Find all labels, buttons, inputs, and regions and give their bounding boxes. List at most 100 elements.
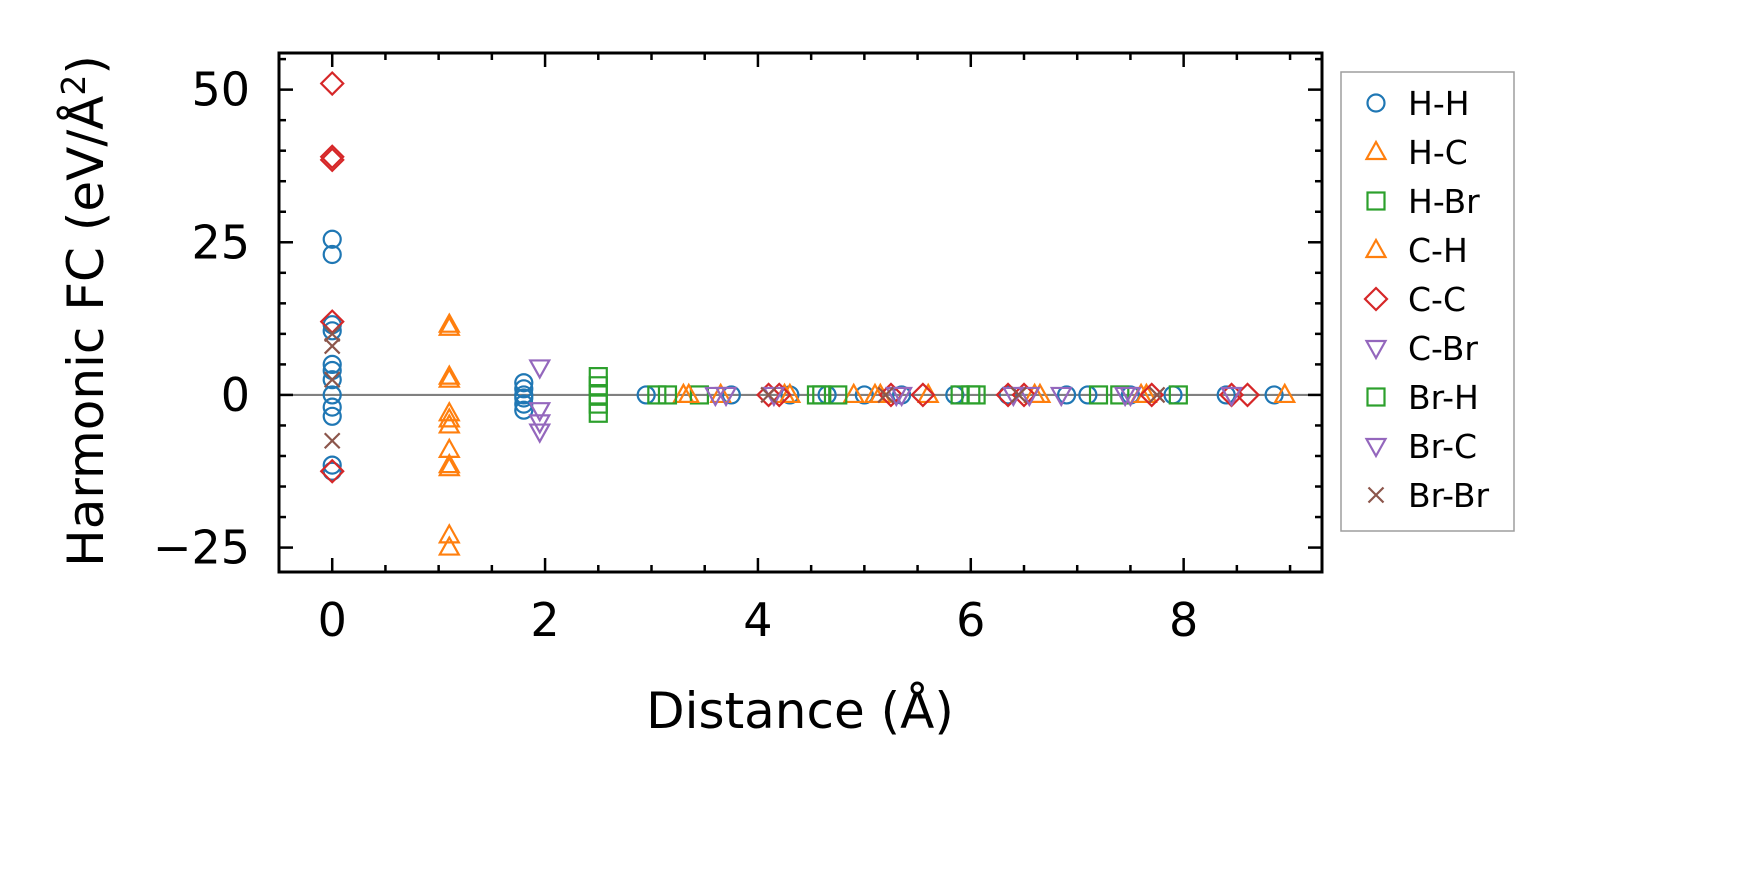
data-point-br-br (1148, 386, 1166, 404)
data-point-h-h (514, 373, 534, 393)
data-point-h-c (437, 535, 461, 556)
data-point-c-c (910, 382, 936, 408)
data-point-h-h (322, 461, 342, 481)
y-axis-title: Harmonic FC (eV/Å2) (54, 55, 115, 567)
data-point-c-h (677, 382, 701, 404)
legend-label-c-h: C-H (1408, 231, 1468, 270)
legend-box (1340, 71, 1515, 532)
data-point-h-c (709, 382, 733, 404)
data-point-h-c (437, 523, 461, 544)
data-point-br-c (714, 386, 738, 408)
y-axis-title-main: Harmonic FC (eV/Å (57, 96, 115, 567)
x-tick-label: 8 (1169, 593, 1198, 647)
data-point-c-c (319, 144, 345, 170)
data-point-h-h (854, 385, 874, 405)
data-point-h-h (322, 229, 342, 249)
data-point-br-br (1010, 386, 1027, 404)
x-tick-label: 0 (318, 593, 347, 647)
data-point-h-c (437, 400, 461, 422)
data-point-h-h (636, 385, 656, 405)
legend-marker-h-br (1366, 191, 1386, 211)
data-point-c-br (1049, 386, 1073, 408)
x-tick-label: 2 (530, 593, 559, 647)
data-point-c-c (878, 382, 904, 408)
data-point-h-h (1216, 385, 1236, 405)
data-point-h-c (842, 382, 866, 404)
series-h-h (322, 229, 1284, 481)
legend-entry-h-br: H-Br (1366, 182, 1480, 221)
data-point-br-h (1168, 385, 1188, 405)
legend-marker-c-br (1364, 339, 1388, 361)
legend-entry-c-br: C-Br (1364, 329, 1478, 368)
y-tick-label: 0 (221, 368, 250, 422)
series-br-h (657, 385, 1188, 405)
legend-entry-h-h: H-H (1366, 84, 1470, 123)
data-point-br-h (812, 385, 832, 405)
data-point-c-c (319, 458, 345, 484)
data-point-h-h (1056, 385, 1077, 405)
legend-entry-c-h: C-H (1364, 231, 1468, 270)
data-point-h-br (647, 385, 667, 405)
legend-marker-br-c (1364, 437, 1388, 459)
y-tick-label: −25 (153, 521, 250, 575)
data-point-h-h (514, 379, 534, 399)
data-point-h-c (437, 407, 461, 428)
legend-label-h-c: H-C (1408, 133, 1468, 172)
data-point-h-c (437, 364, 461, 385)
legend-entry-h-c: H-C (1364, 133, 1468, 172)
legend-label-br-h: Br-H (1408, 378, 1479, 417)
data-point-h-h (514, 400, 534, 420)
legend-label-br-br: Br-Br (1408, 476, 1489, 515)
data-point-h-h (322, 385, 342, 405)
data-point-h-br (1110, 385, 1130, 405)
plot-area (279, 70, 1322, 556)
y-axis-title-superscript: 2 (54, 75, 93, 96)
data-point-h-br (1088, 385, 1109, 405)
series-br-br (323, 325, 1166, 450)
data-point-h-h (322, 455, 342, 475)
data-point-br-br (323, 325, 341, 343)
legend-label-h-br: H-Br (1408, 182, 1480, 221)
legend-entry-br-c: Br-C (1364, 427, 1477, 466)
data-point-br-c (1017, 386, 1041, 408)
x-tick-label: 4 (743, 593, 772, 647)
series-h-br (588, 367, 1130, 423)
data-point-br-br (323, 371, 341, 388)
legend-label-c-c: C-C (1408, 280, 1466, 319)
data-point-h-h (322, 244, 342, 265)
data-point-c-c (319, 147, 345, 173)
data-point-h-br (689, 385, 709, 405)
data-point-h-c (437, 312, 461, 333)
legend-marker-br-br (1367, 486, 1385, 504)
legend-marker-h-h (1366, 93, 1386, 113)
data-point-h-h (998, 385, 1018, 405)
legend: H-H H-C H-Br C-H C-C C-Br Br-H Br-C Br-Br (1340, 71, 1515, 532)
data-point-h-h (322, 370, 342, 390)
data-point-c-br (528, 359, 552, 380)
data-point-br-h (657, 385, 678, 405)
data-point-c-c (319, 70, 345, 97)
legend-label-br-c: Br-C (1408, 427, 1477, 466)
data-point-br-c (884, 386, 908, 408)
legend-label-h-h: H-H (1408, 84, 1470, 123)
legend-marker-c-h (1364, 237, 1388, 259)
data-point-h-h (514, 388, 534, 408)
series-br-c (714, 386, 1243, 408)
legend-entry-c-c: C-C (1363, 280, 1466, 319)
data-point-c-c (1139, 382, 1165, 408)
data-point-br-c (1220, 386, 1243, 408)
data-point-c-br (528, 402, 552, 423)
data-point-h-c (437, 413, 461, 434)
data-point-h-c (437, 452, 461, 474)
x-tick-label: 6 (956, 593, 985, 647)
legend-label-c-br: C-Br (1408, 329, 1478, 368)
data-point-h-c (1273, 382, 1297, 404)
data-point-h-h (322, 354, 342, 374)
data-point-h-h (322, 321, 342, 341)
tick-labels: 0 2 4 6 8 −25 0 25 50 (153, 63, 1198, 647)
legend-entry-br-br: Br-Br (1367, 476, 1489, 515)
axes-frame (277, 51, 1324, 574)
data-point-h-c (437, 367, 461, 388)
data-point-c-h (1023, 382, 1047, 404)
